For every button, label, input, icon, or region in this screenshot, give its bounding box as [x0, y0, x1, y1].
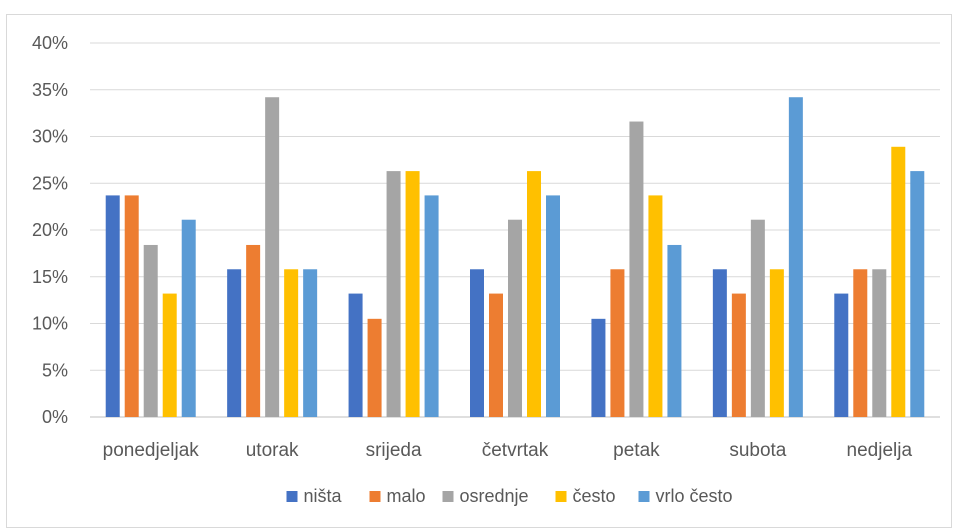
bar [405, 171, 420, 417]
y-axis-ticks: 0% 5% 10% 15% 20% 25% 30% 35% 40% [32, 33, 68, 427]
bar [489, 293, 503, 417]
y-tick-label: 20% [32, 220, 68, 240]
x-category-label: utorak [246, 440, 299, 461]
bar [853, 269, 868, 417]
bar [470, 269, 484, 417]
legend-label: ništa [304, 486, 343, 506]
bar [181, 219, 196, 417]
x-category-label: subota [729, 440, 786, 461]
y-tick-label: 0% [42, 407, 68, 427]
bar [712, 269, 727, 417]
bar [834, 293, 849, 417]
legend: ništa malo osrednje često vrlo često [286, 486, 733, 506]
legend-swatch [286, 491, 298, 502]
bar [750, 219, 765, 417]
bar [629, 121, 644, 417]
bar [508, 219, 522, 417]
bar [303, 269, 318, 417]
bar [769, 269, 784, 417]
bar [143, 244, 158, 417]
bars [105, 97, 925, 417]
bar [891, 146, 906, 417]
legend-swatch [638, 491, 650, 502]
y-tick-label: 25% [32, 173, 68, 193]
x-axis-categories: ponedjeljak utorak srijeda četvrtak petak sub… [103, 440, 913, 461]
legend-label: često [573, 486, 616, 506]
x-category-label: nedjelja [847, 440, 913, 461]
x-category-label: petak [613, 440, 660, 461]
x-category-label: ponedjeljak [103, 440, 200, 461]
bar [348, 293, 363, 417]
bar [124, 195, 139, 417]
x-category-label: srijeda [366, 440, 422, 461]
y-tick-label: 5% [42, 360, 68, 380]
bar [910, 171, 925, 417]
bar [610, 269, 625, 417]
legend-label: osrednje [460, 486, 529, 506]
legend-label: vrlo često [656, 486, 733, 506]
bar [546, 195, 560, 417]
legend-swatch [555, 491, 567, 502]
legend-swatch [442, 491, 454, 502]
bar [227, 269, 242, 417]
y-tick-label: 10% [32, 314, 68, 334]
y-tick-label: 15% [32, 267, 68, 287]
bar [788, 97, 803, 417]
bar [246, 244, 261, 417]
bar [386, 171, 401, 417]
y-tick-label: 40% [32, 33, 68, 53]
bar [284, 269, 299, 417]
bar [667, 244, 682, 417]
bar [731, 293, 746, 417]
bar [424, 195, 439, 417]
bar [591, 318, 606, 417]
x-category-label: četvrtak [482, 440, 549, 461]
bar [872, 269, 887, 417]
bar [527, 171, 541, 417]
bar [367, 318, 382, 417]
bar [105, 195, 120, 417]
legend-swatch [369, 491, 381, 502]
y-tick-label: 30% [32, 127, 68, 147]
legend-label: malo [387, 486, 426, 506]
bar [648, 195, 663, 417]
bar [265, 97, 280, 417]
y-tick-label: 35% [32, 80, 68, 100]
bar [162, 293, 177, 417]
